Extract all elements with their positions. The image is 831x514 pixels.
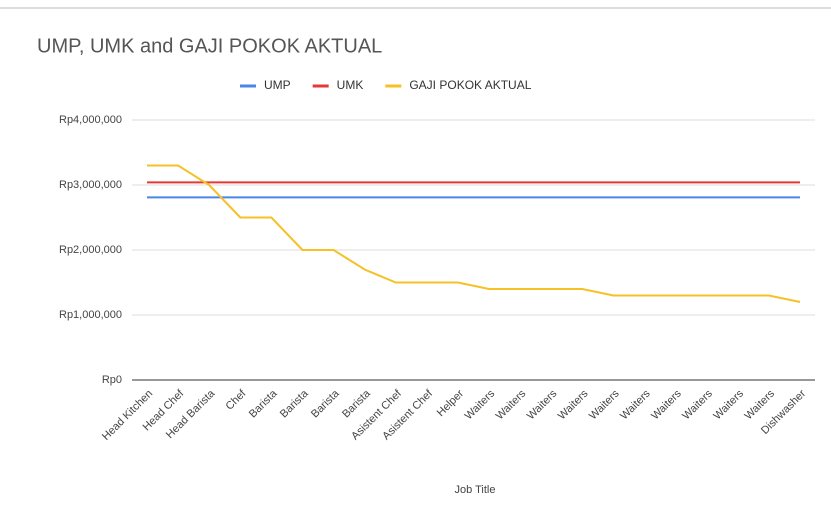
x-tick-label: Waiters	[463, 387, 498, 422]
x-tick-label: Waiters	[556, 387, 591, 422]
x-tick-label: Waiters	[711, 387, 746, 422]
y-tick-label: Rp2,000,000	[59, 244, 122, 256]
x-tick-label: Waiters	[494, 387, 529, 422]
y-tick-label: Rp4,000,000	[59, 114, 122, 126]
x-tick-label: Waiters	[680, 387, 715, 422]
legend-label: UMK	[337, 78, 364, 92]
x-tick-label: Waiters	[618, 387, 653, 422]
x-tick-label: Waiters	[525, 387, 560, 422]
x-axis-label: Job Title	[455, 484, 496, 496]
x-tick-label: Chef	[224, 387, 250, 413]
y-tick-label: Rp3,000,000	[59, 179, 122, 191]
legend-label: GAJI POKOK AKTUAL	[409, 78, 531, 92]
x-tick-label: Waiters	[587, 387, 622, 422]
x-tick-label: Head Kitchen	[100, 388, 155, 443]
x-tick-label: Barista	[278, 387, 311, 420]
line-series	[147, 164, 801, 303]
x-tick-label: Waiters	[649, 387, 684, 422]
legend-label: UMP	[264, 78, 291, 92]
y-tick-label: Rp1,000,000	[59, 309, 122, 321]
chart-title: UMP, UMK and GAJI POKOK AKTUAL	[37, 35, 382, 57]
x-tick-label: Helper	[435, 387, 467, 419]
y-tick-label: Rp0	[102, 374, 122, 386]
x-tick-label: Barista	[247, 387, 280, 420]
x-tick-label: Barista	[309, 387, 342, 420]
